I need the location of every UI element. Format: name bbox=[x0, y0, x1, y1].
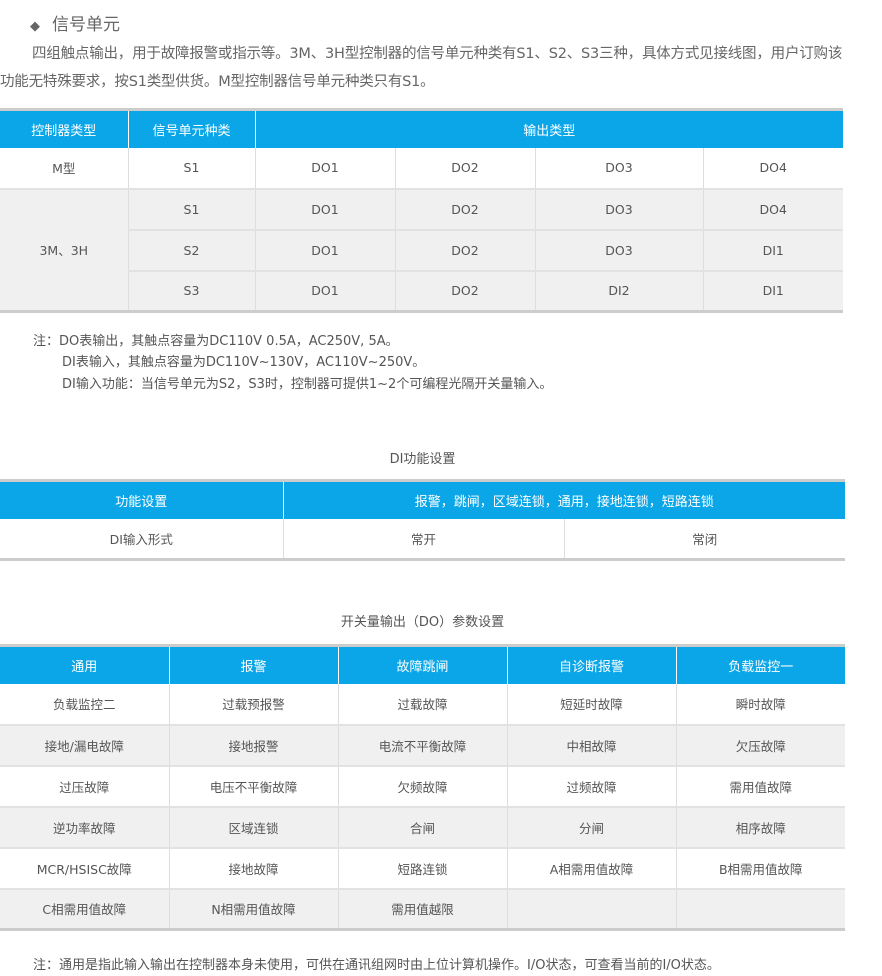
table-cell: 瞬时故障 bbox=[676, 683, 845, 726]
table-cell bbox=[676, 888, 845, 931]
table-cell: 电压不平衡故障 bbox=[169, 765, 339, 808]
table-cell: 欠压故障 bbox=[676, 724, 845, 767]
table-cell: 相序故障 bbox=[676, 806, 845, 849]
do-table-caption: 开关量输出（DO）参数设置 bbox=[340, 615, 505, 630]
table-row: C相需用值故障 N相需用值故障 需用值越限 bbox=[0, 888, 845, 931]
section-title: ◆ 信号单元 bbox=[30, 15, 120, 35]
table-cell bbox=[507, 888, 677, 931]
table-cell: 接地故障 bbox=[169, 847, 339, 890]
table-cell: 需用值越限 bbox=[338, 888, 508, 931]
table-cell: 欠频故障 bbox=[338, 765, 508, 808]
table-cell: 短路连锁 bbox=[338, 847, 508, 890]
table-row: 逆功率故障 区域连锁 合闸 分闸 相序故障 bbox=[0, 806, 845, 849]
diamond-icon: ◆ bbox=[30, 19, 40, 34]
table-cell: N相需用值故障 bbox=[169, 888, 339, 931]
table-row: 过压故障 电压不平衡故障 欠频故障 过频故障 需用值故障 bbox=[0, 765, 845, 808]
note-do: 注：DO表输出，其触点容量为DC110V 0.5A，AC250V, 5A。 bbox=[33, 334, 399, 349]
table-cell: C相需用值故障 bbox=[0, 888, 170, 931]
table-cell: 中相故障 bbox=[507, 724, 677, 767]
header-controller-type: 控制器类型 bbox=[0, 109, 129, 148]
header-cell: 自诊断报警 bbox=[507, 645, 677, 684]
table-cell: 接地报警 bbox=[169, 724, 339, 767]
table-cell: 电流不平衡故障 bbox=[338, 724, 508, 767]
signal-unit-table: 控制器类型 信号单元种类 输出类型 M型 S1 DO1 DO2 DO3 DO4 3M、3H S1… bbox=[0, 108, 844, 313]
table-cell: B相需用值故障 bbox=[676, 847, 845, 890]
header-cell: 报警 bbox=[169, 645, 339, 684]
table-row: M型 S1 DO1 DO2 DO3 DO4 bbox=[0, 147, 844, 190]
table-cell: 过载预报警 bbox=[169, 683, 339, 726]
table-row: S3 DO1 DO2 DI2 DI1 bbox=[0, 270, 844, 313]
table-cell: MCR/HSISC故障 bbox=[0, 847, 170, 890]
table-row: 接地/漏电故障 接地报警 电流不平衡故障 中相故障 欠压故障 bbox=[0, 724, 845, 767]
table-cell: 逆功率故障 bbox=[0, 806, 170, 849]
table-cell: 过载故障 bbox=[338, 683, 508, 726]
header-output-type: 输出类型 bbox=[255, 109, 844, 148]
note-di-function: DI输入功能：当信号单元为S2，S3时，控制器可提供1~2个可编程光隔开关量输入… bbox=[62, 377, 553, 392]
table-cell: 接地/漏电故障 bbox=[0, 724, 170, 767]
note-di: DI表输入，其触点容量为DC110V~130V，AC110V~250V。 bbox=[62, 355, 426, 370]
table-cell: A相需用值故障 bbox=[507, 847, 677, 890]
table-cell: 区域连锁 bbox=[169, 806, 339, 849]
header-cell: 负载监控一 bbox=[676, 645, 845, 684]
table-row: MCR/HSISC故障 接地故障 短路连锁 A相需用值故障 B相需用值故障 bbox=[0, 847, 845, 890]
header-cell: 故障跳闸 bbox=[338, 645, 508, 684]
table-row: 3M、3H S1 DO1 DO2 DO3 DO4 bbox=[0, 188, 844, 313]
table-row: 负载监控二 过载预报警 过载故障 短延时故障 瞬时故障 bbox=[0, 683, 845, 726]
table-cell: 分闸 bbox=[507, 806, 677, 849]
table-cell: 短延时故障 bbox=[507, 683, 677, 726]
table-cell: 过压故障 bbox=[0, 765, 170, 808]
note-general: 注：通用是指此输入输出在控制器本身未使用，可供在通讯组网时由上位计算机操作。I/… bbox=[33, 958, 720, 973]
table-cell: 负载监控二 bbox=[0, 683, 170, 726]
table-cell: 合闸 bbox=[338, 806, 508, 849]
header-cell: 通用 bbox=[0, 645, 170, 684]
di-function-table: 功能设置 报警，跳闸，区域连锁，通用，接地连锁，短路连锁 DI输入形式 常开 常闭 bbox=[0, 479, 846, 561]
do-parameter-table: 通用 报警 故障跳闸 自诊断报警 负载监控一 负载监控二 过载预报警 过载故障 短延时故障 瞬时… bbox=[0, 644, 845, 931]
table-row: S2 DO1 DO2 DO3 DI1 bbox=[0, 229, 844, 272]
intro-paragraph: 四组触点输出，用于故障报警或指示等。3M、3H型控制器的信号单元种类有S1、S2… bbox=[0, 46, 843, 90]
di-table-caption: DI功能设置 bbox=[389, 452, 456, 467]
header-signal-unit: 信号单元种类 bbox=[128, 109, 256, 148]
table-cell: 需用值故障 bbox=[676, 765, 845, 808]
table-row: DI输入形式 常开 常闭 bbox=[0, 518, 846, 561]
table-cell: 过频故障 bbox=[507, 765, 677, 808]
